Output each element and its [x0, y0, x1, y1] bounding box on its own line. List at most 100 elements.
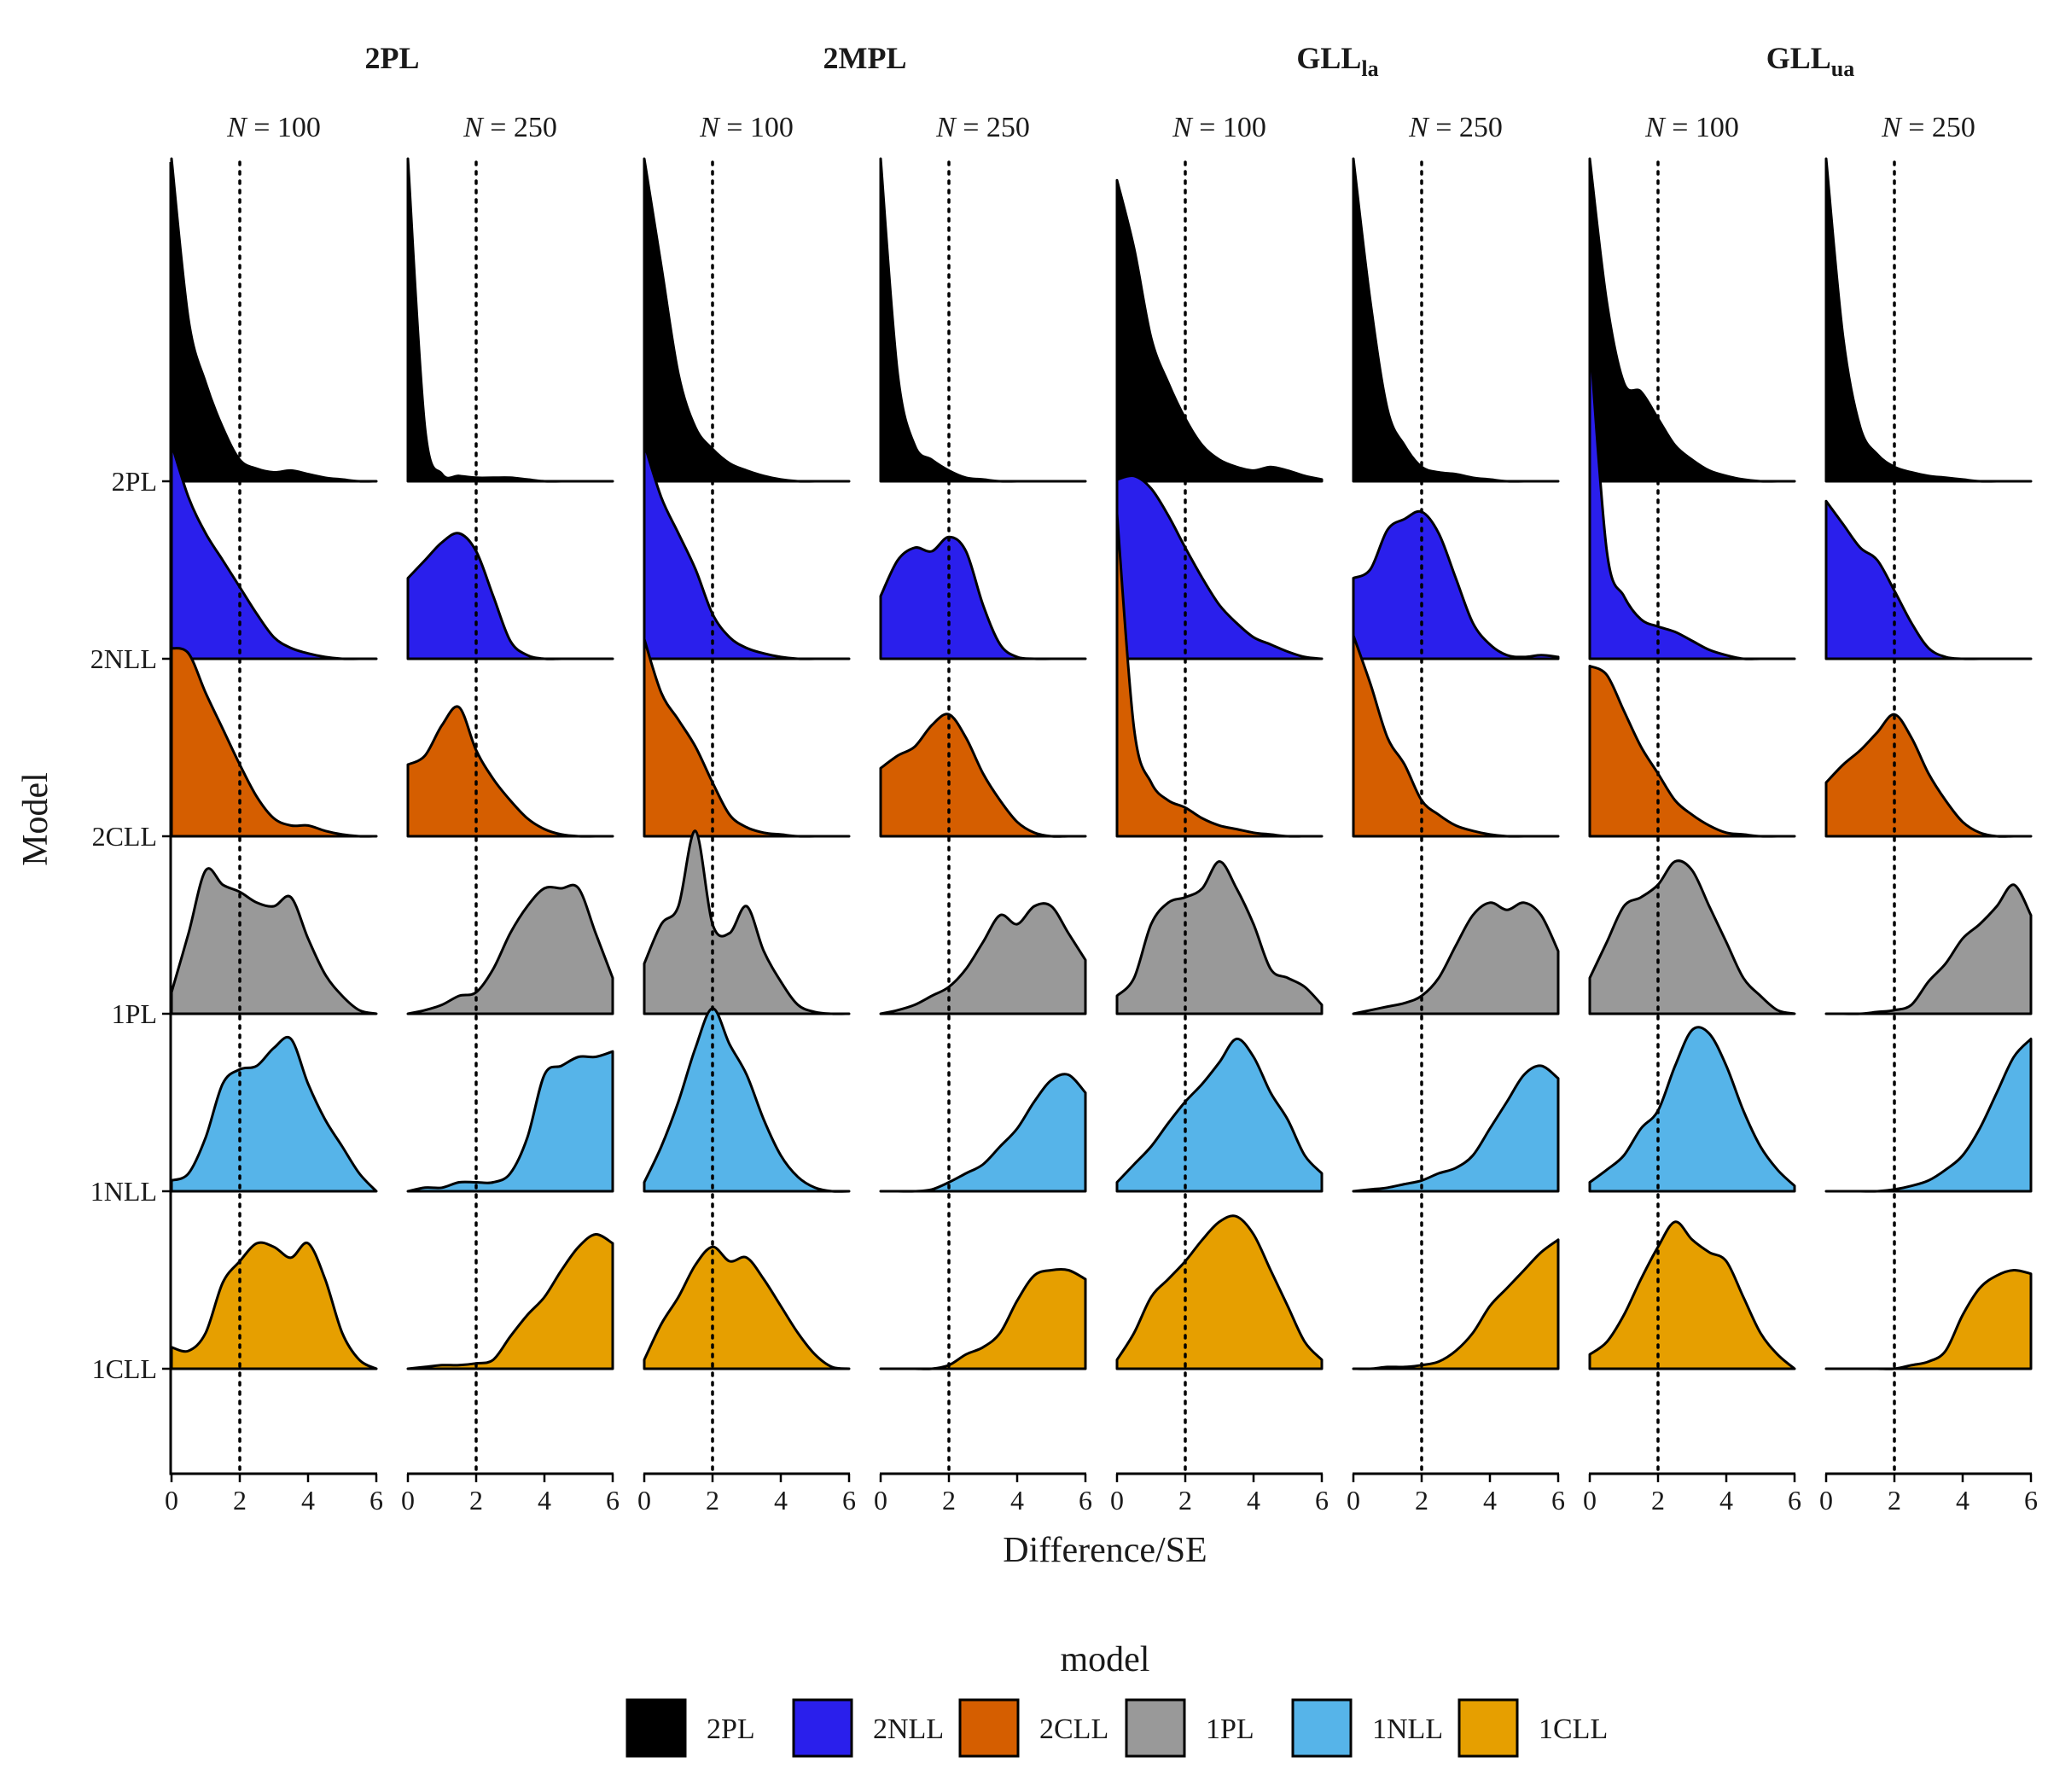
density-1CLL: [170, 1241, 378, 1370]
legend-item-1CLL: 1CLL: [1457, 1698, 1608, 1758]
facet-title-subscript: ua: [1831, 56, 1854, 81]
facet-title-text: 2PL: [364, 41, 419, 75]
sample-size-symbol: N: [1408, 112, 1430, 143]
x-tick-label: 4: [1483, 1485, 1497, 1516]
x-tick-label: 2: [1651, 1485, 1665, 1516]
x-tick-label: 6: [842, 1485, 856, 1516]
x-tick-label: 2: [469, 1485, 483, 1516]
sample-size-label: N = 250: [1408, 112, 1503, 143]
legend-swatch: [1291, 1698, 1353, 1758]
density-1NLL: [879, 1073, 1087, 1193]
sample-size-value: = 100: [719, 112, 794, 143]
density-1NLL: [1824, 1038, 2033, 1193]
density-2PL: [1352, 157, 1560, 483]
facet-title-subscript: la: [1361, 56, 1378, 81]
sample-size-label: N = 100: [1172, 112, 1266, 143]
legend-swatch: [625, 1698, 687, 1758]
density-2PL: [1588, 157, 1796, 483]
y-tick-label: 2PL: [112, 466, 157, 497]
sample-size-symbol: N: [935, 112, 957, 143]
density-2CLL: [643, 637, 851, 838]
sample-size-value: = 100: [247, 112, 321, 143]
density-2CLL: [1352, 634, 1560, 838]
density-1PL: [1115, 860, 1324, 1015]
density-2CLL: [406, 705, 614, 838]
sample-size-value: = 250: [1428, 112, 1503, 143]
sample-size-value: = 250: [1901, 112, 1975, 143]
y-tick-label: 1CLL: [92, 1353, 157, 1384]
panel-7: N = 100: [1588, 112, 1796, 1475]
density-1NLL: [1588, 1026, 1796, 1193]
facet-title-2: 2MPL: [823, 41, 907, 75]
panel-3: N = 100: [643, 112, 851, 1475]
density-2NLL: [1115, 474, 1324, 660]
facet-title-3: GLLla: [1296, 41, 1378, 81]
x-tick-label: 6: [1788, 1485, 1801, 1516]
x-tick-label: 6: [1551, 1485, 1565, 1516]
x-tick-label: 2: [942, 1485, 956, 1516]
facet-title-text: GLL: [1296, 41, 1361, 75]
panel-4: N = 250: [879, 112, 1087, 1475]
x-tick-label: 0: [637, 1485, 651, 1516]
density-1PL: [643, 829, 851, 1015]
density-2CLL: [1824, 713, 2033, 838]
density-2CLL: [1588, 665, 1796, 838]
x-tick-label: 6: [1315, 1485, 1329, 1516]
sample-size-symbol: N: [699, 112, 721, 143]
x-tick-label: 6: [606, 1485, 620, 1516]
x-tick-label: 0: [1583, 1485, 1597, 1516]
density-2NLL: [643, 442, 851, 660]
density-2PL: [643, 157, 851, 483]
x-tick-label: 6: [1079, 1485, 1092, 1516]
density-2NLL: [879, 535, 1087, 660]
facet-title-4: GLLua: [1766, 41, 1855, 81]
density-1PL: [1588, 859, 1796, 1015]
x-tick-label: 4: [1956, 1485, 1969, 1516]
density-1NLL: [1352, 1064, 1560, 1193]
x-tick-label: 0: [165, 1485, 178, 1516]
y-axis-title: Model: [16, 772, 55, 866]
sample-size-symbol: N: [226, 112, 248, 143]
density-1CLL: [1824, 1268, 2033, 1370]
sample-size-label: N = 100: [699, 112, 794, 143]
density-2NLL: [170, 442, 378, 660]
legend-item-2NLL: 2NLL: [792, 1698, 944, 1758]
legend-label: 2PL: [707, 1713, 755, 1745]
density-2NLL: [406, 532, 614, 660]
x-tick-label: 6: [2024, 1485, 2038, 1516]
density-2PL: [170, 157, 378, 483]
panel-2: N = 250: [406, 112, 614, 1475]
sample-size-value: = 100: [1665, 112, 1739, 143]
legend-label: 1NLL: [1372, 1713, 1443, 1745]
density-2NLL: [1588, 335, 1796, 660]
x-tick-label: 0: [1819, 1485, 1833, 1516]
sample-size-value: = 250: [483, 112, 557, 143]
legend-swatch: [958, 1698, 1020, 1758]
panel-1: N = 100: [170, 112, 378, 1475]
x-tick-label: 0: [1110, 1485, 1124, 1516]
density-1PL: [406, 883, 614, 1015]
legend-item-1NLL: 1NLL: [1291, 1698, 1443, 1758]
density-2CLL: [879, 713, 1087, 838]
density-1NLL: [406, 1050, 614, 1193]
density-1CLL: [1588, 1220, 1796, 1370]
sample-size-symbol: N: [1172, 112, 1194, 143]
legend-item-2PL: 2PL: [625, 1698, 755, 1758]
density-1CLL: [643, 1245, 851, 1370]
x-tick-label: 4: [301, 1485, 315, 1516]
sample-size-symbol: N: [463, 112, 485, 143]
x-tick-label: 2: [1415, 1485, 1428, 1516]
x-axis-title: Difference/SE: [1003, 1531, 1207, 1570]
density-1PL: [879, 902, 1087, 1015]
x-tick-label: 4: [1010, 1485, 1024, 1516]
sample-size-label: N = 250: [463, 112, 557, 143]
sample-size-label: N = 100: [1644, 112, 1739, 143]
legend-item-1PL: 1PL: [1125, 1698, 1254, 1758]
sample-size-symbol: N: [1644, 112, 1667, 143]
density-2CLL: [170, 647, 378, 838]
axes: 0 2 4 6 0 2 4 6 0 2 4 6 0 2 4 6 0 2 4 6 0 2 4 6 0 2 4 6 0 2 4 62PL2NLL2…: [90, 162, 2038, 1516]
density-2PL: [879, 157, 1087, 483]
x-tick-label: 4: [538, 1485, 551, 1516]
x-tick-label: 4: [1247, 1485, 1260, 1516]
density-1PL: [1352, 901, 1560, 1015]
